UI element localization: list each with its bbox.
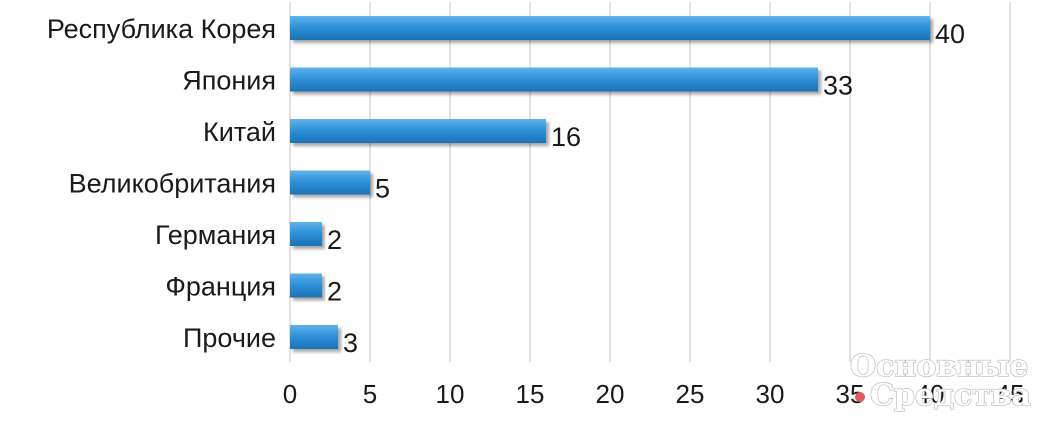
watermark-line1: Основные [850, 349, 1028, 384]
bars [290, 16, 930, 349]
x-tick-label: 30 [756, 379, 785, 409]
data-label: 2 [327, 225, 342, 255]
bar [290, 170, 370, 195]
data-label: 3 [343, 328, 358, 358]
category-label: Германия [155, 220, 276, 250]
watermark-dot-icon [855, 392, 865, 402]
x-tick-label: 15 [516, 379, 545, 409]
category-label: Япония [182, 66, 276, 96]
x-axis-ticks: 0 5 10 15 20 25 30 35 40 45 [283, 379, 1025, 409]
data-label: 2 [327, 277, 342, 307]
gridlines [289, 2, 1011, 362]
x-tick-label: 25 [676, 379, 705, 409]
data-label: 33 [823, 71, 853, 101]
category-label: Франция [165, 272, 276, 302]
x-tick-label: 20 [596, 379, 625, 409]
watermark-logo: Основные Средства [849, 348, 1031, 413]
bar [290, 16, 930, 40]
x-tick-label: 5 [363, 379, 377, 409]
bar [290, 67, 818, 92]
bar [290, 222, 322, 246]
category-label: Китай [203, 117, 276, 147]
data-label: 40 [935, 19, 965, 49]
watermark-line2: Средства [870, 378, 1031, 413]
bar [290, 325, 338, 349]
x-tick-label: 45 [996, 379, 1025, 409]
bar [290, 273, 322, 298]
bar [290, 119, 546, 143]
x-tick-label: 40 [916, 379, 945, 409]
labels: Республика Корея 40 Япония 33 Китай 16 Великоб… [47, 14, 965, 358]
data-label: 16 [551, 122, 581, 152]
x-tick-label: 10 [436, 379, 465, 409]
data-label: 5 [375, 174, 390, 204]
category-label: Великобритания [69, 169, 276, 199]
category-label: Прочие [183, 323, 276, 353]
category-label: Республика Корея [47, 14, 276, 44]
x-tick-label: 0 [283, 379, 297, 409]
